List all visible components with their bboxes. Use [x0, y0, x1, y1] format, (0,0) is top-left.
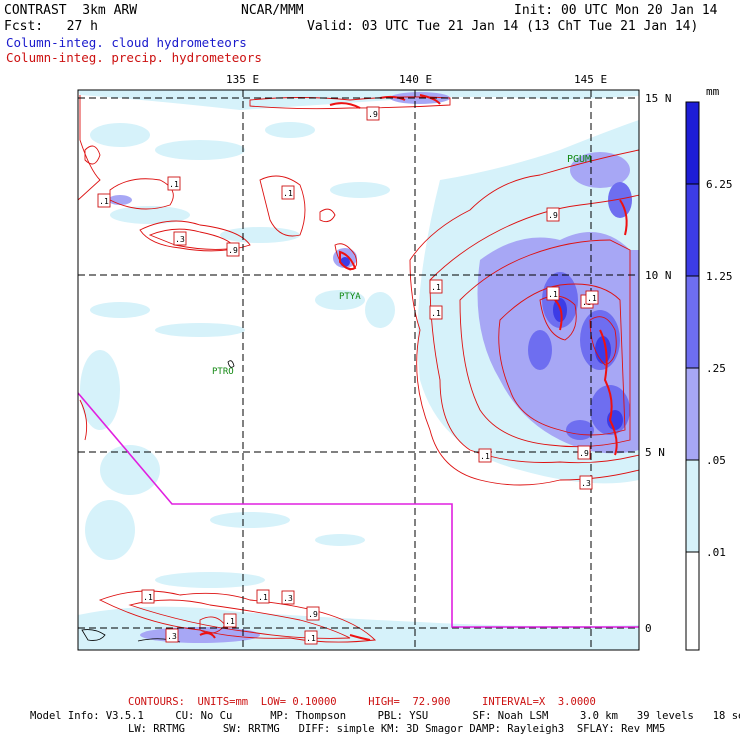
- svg-text:.9: .9: [579, 449, 589, 458]
- station-label-ptya: PTYA: [339, 292, 361, 302]
- contour-label: .3: [173, 231, 187, 246]
- contour-label: .9: [306, 606, 320, 621]
- contour-label: .9: [366, 106, 380, 121]
- svg-text:.1: .1: [587, 294, 597, 303]
- station-label-ptro: PTRO: [212, 367, 234, 377]
- colorbar-swatch-3: [686, 276, 699, 368]
- init-time: Init: 00 UTC Mon 20 Jan 14: [514, 3, 718, 18]
- lat-label-15n: 15 N: [645, 92, 672, 105]
- center-name: NCAR/MMM: [241, 3, 304, 18]
- contour-label: .1: [429, 279, 443, 294]
- contour-label: .9: [546, 207, 560, 222]
- svg-text:.3: .3: [283, 594, 293, 603]
- colorbar-label-.05: .05: [706, 454, 726, 467]
- lat-label-5n: 5 N: [645, 446, 665, 459]
- precip-contours: [78, 95, 639, 643]
- contour-label: .9: [226, 242, 240, 257]
- product-title: CONTRAST 3km ARW: [4, 3, 138, 18]
- svg-text:.9: .9: [368, 110, 378, 119]
- colorbar-swatch-6: [686, 552, 699, 650]
- svg-text:.3: .3: [581, 479, 591, 488]
- domain-boundary: [78, 392, 639, 628]
- colorbar-swatch-5: [686, 460, 699, 552]
- svg-text:.1: .1: [143, 593, 153, 602]
- svg-text:.1: .1: [225, 617, 235, 626]
- precip-cores: [199, 94, 628, 641]
- contour-label: .1: [478, 448, 492, 463]
- lat-lon-grid: [78, 90, 639, 650]
- colorbar-label-1.25: 1.25: [706, 270, 733, 283]
- contour-label: .1: [281, 185, 295, 200]
- model-info-line-1: Model Info: V3.5.1 CU: No Cu MP: Thompso…: [30, 710, 740, 722]
- contour-info: CONTOURS: UNITS=mm LOW= 0.10000 HIGH= 72…: [128, 696, 596, 708]
- svg-text:.1: .1: [431, 309, 441, 318]
- svg-text:.3: .3: [167, 632, 177, 641]
- colorbar-label-.25: .25: [706, 362, 726, 375]
- svg-text:.1: .1: [258, 593, 268, 602]
- contour-label: .9: [577, 445, 591, 460]
- colorbar-unit: mm: [706, 85, 720, 98]
- contour-label: .1: [167, 176, 181, 191]
- lat-label-10n: 10 N: [645, 269, 672, 282]
- contour-label: .1: [429, 305, 443, 320]
- contour-label: .1: [97, 193, 111, 208]
- forecast-hour: Fcst: 27 h: [4, 19, 98, 34]
- svg-text:.1: .1: [99, 197, 109, 206]
- svg-text:.1: .1: [548, 290, 558, 299]
- colorbar-label-.01: .01: [706, 546, 726, 559]
- contour-label-layer: .1 .1 .3 .9 .1 .9 .1 .1 .3 .1 .1 .9 .3 .9 .1 .1 .3 .9 .1 .1…: [97, 106, 599, 645]
- lon-label-140: 140 E: [399, 73, 433, 86]
- colorbar-swatch-1: [686, 102, 699, 184]
- svg-text:.9: .9: [308, 610, 318, 619]
- colorbar-swatch-4: [686, 368, 699, 460]
- colorbar: [685, 101, 700, 651]
- model-info-line-2: LW: RRTMG SW: RRTMG DIFF: simple KM: 3D …: [128, 723, 666, 735]
- svg-text:.9: .9: [228, 246, 238, 255]
- legend-precip: Column-integ. precip. hydrometeors: [6, 50, 262, 65]
- svg-text:.1: .1: [431, 283, 441, 292]
- contour-label: .1: [585, 290, 599, 305]
- svg-text:.1: .1: [169, 180, 179, 189]
- lat-label-0: 0: [645, 622, 652, 635]
- station-label-pgum: PGUM: [567, 154, 591, 165]
- colorbar-swatch-2: [686, 184, 699, 276]
- contour-label: .1: [256, 589, 270, 604]
- svg-text:.1: .1: [283, 189, 293, 198]
- svg-text:.9: .9: [548, 211, 558, 220]
- lon-label-135: 135 E: [226, 73, 260, 86]
- map-frame: [77, 89, 640, 651]
- colorbar-label-6.25: 6.25: [706, 178, 733, 191]
- contour-label: .3: [165, 628, 179, 643]
- svg-text:.3: .3: [175, 235, 185, 244]
- legend-cloud: Column-integ. cloud hydrometeors: [6, 35, 247, 50]
- contour-label: .3: [281, 590, 295, 605]
- svg-text:.1: .1: [480, 452, 490, 461]
- contour-label: .1: [141, 589, 155, 604]
- contour-label: .1: [223, 613, 237, 628]
- contour-label: .3: [579, 475, 593, 490]
- contour-label: .1: [304, 630, 318, 645]
- svg-text:.1: .1: [306, 634, 316, 643]
- lon-label-145: 145 E: [574, 73, 608, 86]
- valid-time: Valid: 03 UTC Tue 21 Jan 14 (13 ChT Tue …: [307, 19, 699, 34]
- contour-label: .1: [546, 286, 560, 301]
